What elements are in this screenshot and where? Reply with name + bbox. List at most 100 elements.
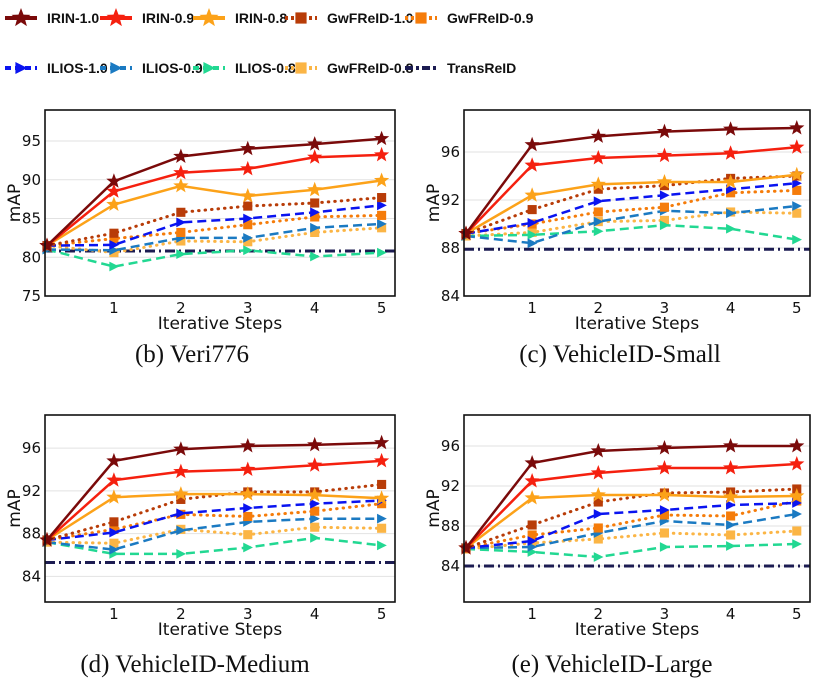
series-line	[45, 483, 384, 542]
y-tick-label: 84	[22, 567, 41, 585]
data-point	[310, 198, 320, 208]
data-point	[109, 527, 120, 538]
data-point	[243, 233, 253, 243]
data-point	[243, 542, 253, 553]
data-point	[524, 455, 540, 470]
series-irin-1-0	[458, 120, 805, 241]
data-point	[792, 185, 802, 195]
data-point	[243, 503, 253, 513]
series-line	[46, 492, 382, 542]
series-gwfreid-0-8	[461, 526, 802, 554]
data-point	[659, 542, 670, 552]
data-point	[310, 522, 320, 532]
y-tick-label: 95	[22, 132, 41, 150]
series-ilios-0-9	[461, 201, 802, 249]
chart-caption: (e) VehicleID-Large	[511, 651, 712, 678]
data-point	[243, 220, 253, 230]
chart-panel: 84 88 92 96 1 2 3 4 5 Iterative Steps mAP (d) Vehic…	[5, 414, 396, 678]
x-tick-label: 1	[527, 605, 537, 623]
data-point	[109, 261, 120, 272]
x-axis-label: Iterative Steps	[158, 620, 283, 640]
chart-panel: 75 80 85 90 95 1 2 3 4 5 Iterative Steps mAP (b) Ver…	[5, 109, 396, 368]
data-point	[240, 438, 256, 453]
plot-frame	[463, 109, 811, 297]
plot-frame	[463, 414, 811, 603]
data-point	[656, 147, 673, 163]
data-point	[789, 120, 805, 135]
data-point	[109, 544, 120, 555]
data-point	[527, 217, 538, 228]
data-point	[527, 229, 538, 240]
data-point	[792, 208, 802, 218]
chart-caption: (b) Veri776	[135, 341, 249, 368]
data-point	[307, 149, 323, 164]
y-tick-label: 84	[441, 287, 460, 305]
series-line	[465, 204, 797, 245]
data-point	[726, 208, 736, 219]
data-point	[240, 160, 256, 176]
x-tick-label: 5	[792, 605, 802, 623]
data-point	[310, 251, 320, 262]
data-point	[310, 227, 320, 237]
data-point	[106, 452, 122, 468]
data-point	[524, 136, 540, 152]
data-point	[527, 520, 537, 530]
data-point	[377, 479, 387, 490]
data-point	[374, 490, 390, 505]
y-tick-label: 92	[441, 477, 460, 495]
data-point	[524, 187, 540, 202]
data-point	[593, 534, 603, 544]
data-point	[109, 524, 119, 534]
data-point	[659, 505, 670, 515]
x-tick-label: 2	[594, 299, 604, 317]
data-point	[590, 487, 606, 502]
data-point	[377, 499, 387, 509]
series-line	[465, 462, 797, 549]
data-point	[176, 217, 187, 228]
legend-entry: TransReID	[405, 60, 516, 76]
series-line	[45, 226, 384, 255]
data-point	[106, 196, 122, 211]
data-point	[377, 247, 387, 258]
data-point	[374, 146, 390, 162]
legend-marker-square	[415, 12, 427, 24]
x-tick-label: 1	[527, 299, 537, 317]
legend-entry: IRIN-1.0	[5, 8, 99, 27]
data-point	[659, 190, 670, 201]
data-point	[792, 509, 802, 519]
data-point	[377, 523, 387, 533]
data-point	[524, 490, 540, 505]
data-point	[173, 486, 189, 501]
data-point	[659, 215, 670, 225]
legend-entry: GwFReID-0.9	[405, 10, 534, 26]
y-tick-label: 96	[22, 439, 41, 457]
series-line	[46, 536, 382, 556]
data-point	[593, 552, 604, 562]
data-point	[106, 472, 122, 487]
legend-label: GwFReID-0.8	[327, 60, 414, 76]
legend-entry: ILIOS-1.0	[5, 60, 108, 76]
series-ilios-0-8	[42, 533, 387, 559]
x-tick-label: 5	[377, 605, 387, 623]
data-point	[173, 441, 189, 456]
data-point	[243, 201, 253, 211]
data-point	[593, 196, 604, 207]
legend-label: ILIOS-0.9	[142, 60, 203, 76]
plot-frame	[44, 109, 396, 297]
data-point	[726, 500, 736, 510]
x-tick-label: 2	[594, 605, 604, 623]
series-irin-1-0	[39, 130, 390, 253]
y-tick-label: 96	[441, 437, 460, 455]
legend-entry: GwFReID-1.0	[285, 10, 414, 26]
series-line	[464, 126, 797, 235]
x-tick-label: 4	[726, 299, 736, 317]
data-point	[377, 513, 387, 524]
legend-marker-square	[295, 62, 307, 74]
x-axis-label: Iterative Steps	[575, 314, 700, 334]
data-point	[377, 200, 387, 211]
legend-marker-star	[199, 8, 219, 27]
data-point	[310, 498, 320, 509]
y-tick-label: 75	[22, 287, 41, 305]
data-point	[109, 228, 119, 238]
